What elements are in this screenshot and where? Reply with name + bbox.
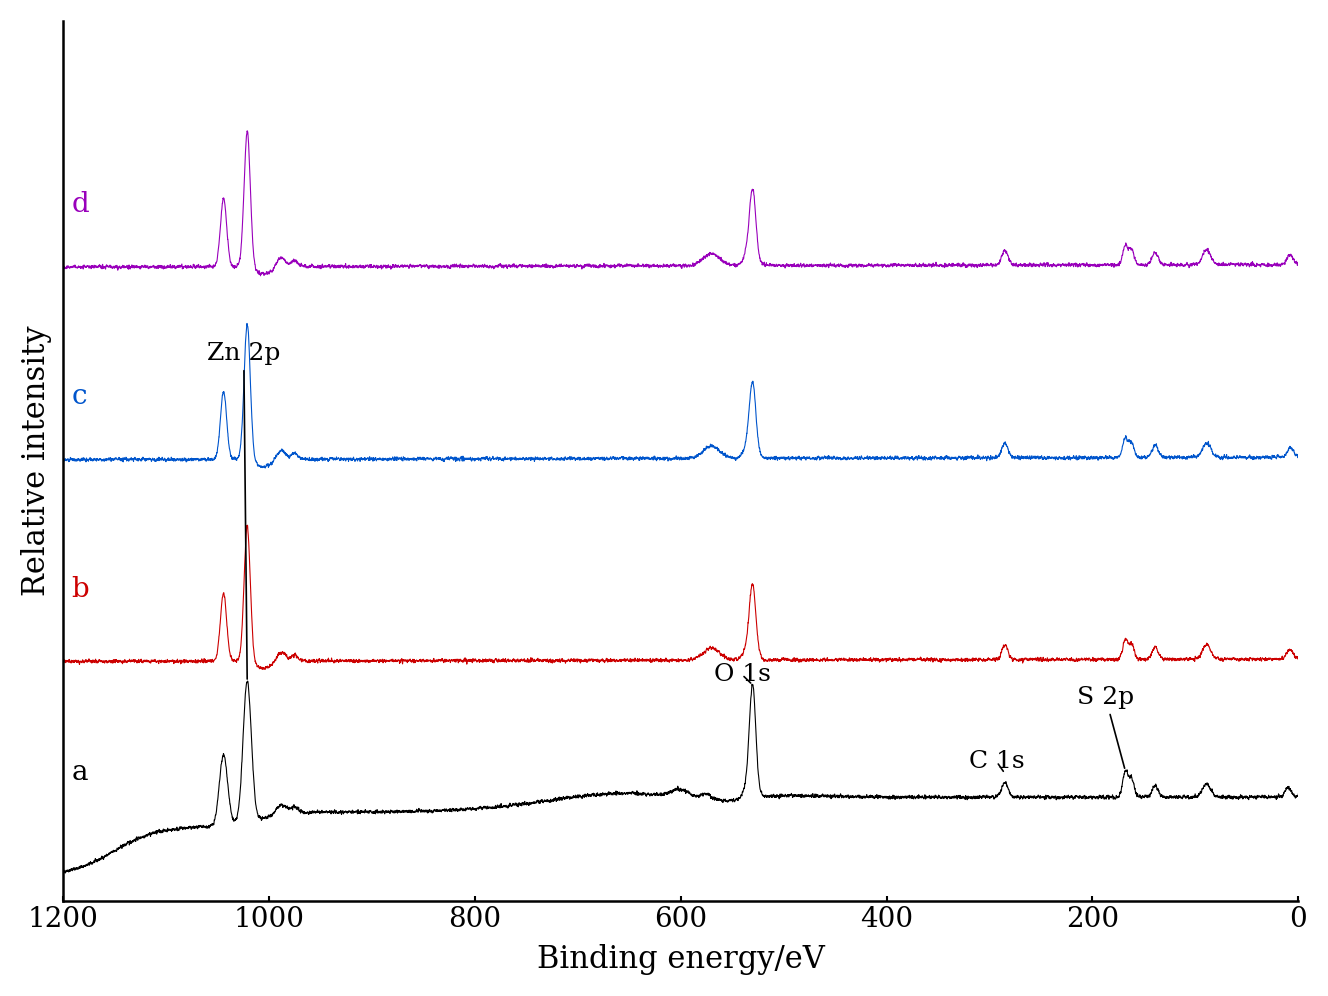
- Text: b: b: [72, 576, 89, 603]
- Text: S 2p: S 2p: [1077, 686, 1134, 768]
- Text: O 1s: O 1s: [713, 663, 770, 686]
- Text: Zn 2p: Zn 2p: [207, 343, 280, 679]
- Text: c: c: [72, 383, 86, 410]
- Text: C 1s: C 1s: [969, 750, 1024, 773]
- Text: a: a: [72, 759, 88, 786]
- X-axis label: Binding energy/eV: Binding energy/eV: [537, 944, 825, 975]
- Y-axis label: Relative intensity: Relative intensity: [21, 326, 52, 597]
- Text: d: d: [72, 191, 89, 218]
